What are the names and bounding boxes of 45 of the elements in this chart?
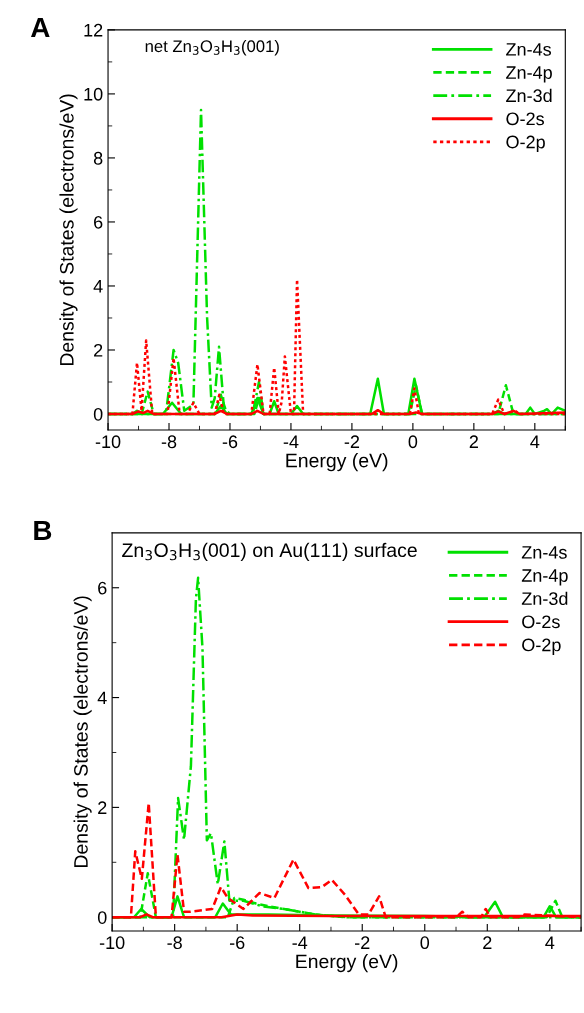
x-tick-label: -10 [95,435,121,449]
x-tick-label: 4 [530,435,540,448]
x-tick-label: 4 [545,936,555,949]
x-tick-label: -4 [283,435,299,448]
y-tick-label: 6 [94,215,103,229]
x-axis-title: Energy (eV) [286,453,388,472]
y-tick-label: 4 [93,280,103,293]
x-tick-label: -2 [344,435,360,448]
legend-label: Zn-4s [521,546,567,559]
x-tick-label: 2 [469,435,478,448]
legend-label: O-2p [506,135,545,152]
x-tick-label: -6 [222,435,238,449]
chart-title: Zn$_{3}$O$_{3}$H$_{3}$(001) on Au(111) surface [122,542,417,561]
x-tick-label: 2 [483,936,492,949]
x-tick-label: 0 [408,435,418,449]
x-tick-label: -6 [229,936,245,950]
y-tick-label: 0 [93,407,103,421]
x-axis-title: Energy (eV) [296,954,398,973]
legend-label: O-2s [506,112,544,126]
y-tick-label: 0 [97,911,107,924]
legend-label: O-2s [522,615,560,629]
legend-label: Zn-4p [506,66,552,83]
x-tick-label: -4 [292,936,308,949]
text: net Zn$_{3}$O$_{3}$H$_{3}$(001) [145,39,279,56]
legend-label: Zn-4p [521,569,568,586]
y-tick-label: 4 [97,691,107,705]
y-axis-title: Density of States (electrons/eV) [59,94,78,366]
text: B [34,520,52,541]
y-tick-label: 10 [84,87,103,101]
legend-label: Zn-3d [521,591,568,606]
y-tick-label: 6 [98,581,107,595]
y-axis-title: Density of States (electrons/eV) [73,596,92,867]
legend-label: Zn-4s [506,43,552,56]
x-tick-label: -2 [355,936,370,949]
text: A [30,17,50,38]
y-tick-label: 2 [98,801,107,814]
y-tick-label: 8 [93,151,103,165]
legend-label: O-2p [522,638,561,655]
x-tick-label: 0 [420,936,430,950]
y-tick-label: 12 [84,23,103,37]
x-tick-label: -10 [99,936,125,950]
legend-label: Zn-3d [506,88,552,103]
x-tick-label: -8 [167,936,182,950]
y-tick-label: 2 [94,343,103,357]
x-tick-label: -8 [161,435,177,449]
